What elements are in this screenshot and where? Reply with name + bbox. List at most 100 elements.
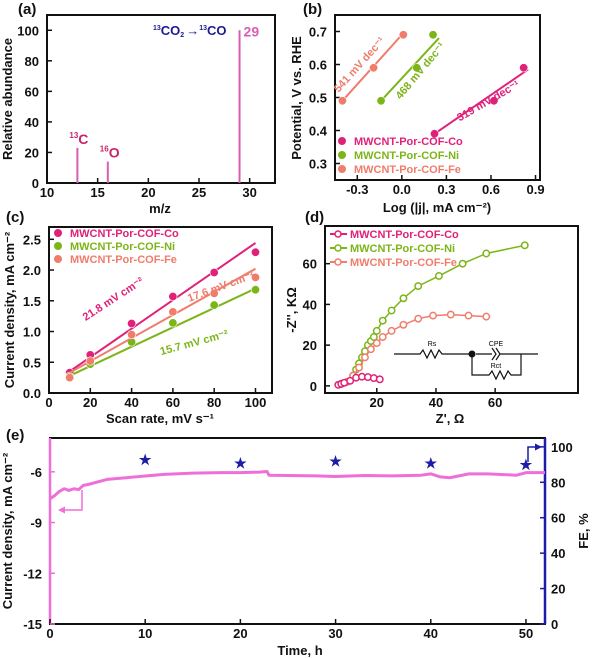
data-point xyxy=(446,310,455,319)
x-tick-label: 20 xyxy=(141,185,155,200)
legend-marker xyxy=(54,229,62,237)
legend-marker xyxy=(338,151,346,159)
legend-label: MWCNT-Por-COF-Fe xyxy=(354,164,461,176)
y-tick-label: 2.5 xyxy=(23,232,41,247)
data-point xyxy=(414,314,423,323)
data-point xyxy=(127,319,137,329)
x-tick-label: 0.6 xyxy=(482,182,500,197)
data-point xyxy=(85,356,95,366)
y-tick-label: -12 xyxy=(23,566,42,581)
x-tick-label: 60 xyxy=(488,395,502,410)
panel-label: (b) xyxy=(303,1,322,18)
x-tick-label: 100 xyxy=(245,395,267,410)
y2-tick-label: 40 xyxy=(551,546,565,561)
plot-frame xyxy=(324,225,579,394)
y-tick-label: 0.0 xyxy=(23,386,41,401)
x-tick-label: 15 xyxy=(90,185,104,200)
y-axis-label: Relative abundance xyxy=(0,38,15,160)
legend-label: MWCNT-Por-COF-Fe xyxy=(350,257,457,269)
legend-label: MWCNT-Por-COF-Ni xyxy=(354,150,459,162)
y2-axis-label: FE, % xyxy=(576,513,591,549)
y2-tick-label: 0 xyxy=(551,617,558,632)
data-point xyxy=(520,241,529,250)
current-density-line xyxy=(49,469,545,501)
data-point xyxy=(65,373,75,383)
y2-tick-label: 100 xyxy=(551,440,573,455)
x-tick-label: -0.3 xyxy=(346,182,368,197)
fe-star-marker: ★ xyxy=(139,451,152,467)
y-tick-label: 0.6 xyxy=(309,58,327,73)
fe-star-marker: ★ xyxy=(424,455,437,471)
data-point xyxy=(376,96,386,106)
circuit-node xyxy=(468,350,476,358)
slope-label: 468 mV dec⁻¹ xyxy=(394,40,448,102)
data-point xyxy=(127,330,137,340)
y2-tick-label: 20 xyxy=(551,582,565,597)
data-point xyxy=(378,316,387,325)
data-point xyxy=(458,259,467,268)
reaction-annotation: 13CO2 →13CO xyxy=(153,23,227,39)
data-point xyxy=(412,63,422,73)
y-tick-label: 100 xyxy=(17,23,39,38)
y-tick-label: 0.3 xyxy=(309,157,327,172)
data-point xyxy=(398,30,408,40)
y-tick-label: 80 xyxy=(25,54,39,69)
x-axis-label: m/z xyxy=(149,201,171,216)
data-point xyxy=(372,326,381,335)
panel-e: (e) 0 10 20 30 40 50 -15 -12 -9 -6 Time, h Current d… xyxy=(0,427,591,658)
panel-label: (e) xyxy=(6,427,24,444)
data-point xyxy=(372,339,381,348)
data-point xyxy=(250,285,260,295)
y-tick-label: 2.0 xyxy=(23,263,41,278)
y2-tick-label: 60 xyxy=(551,511,565,526)
x-axis-label: Z', Ω xyxy=(436,411,465,426)
x-axis-label: Time, h xyxy=(277,643,322,658)
y-tick-label: -6 xyxy=(30,465,42,480)
arrowhead-right xyxy=(535,443,542,451)
circuit-wires xyxy=(394,347,538,381)
x-tick-label: 0 xyxy=(45,395,52,410)
y-tick-label: -9 xyxy=(30,516,42,531)
rct-label: Rct xyxy=(491,363,502,370)
legend-marker xyxy=(334,230,342,238)
fit-line xyxy=(433,68,529,135)
peak-label: 13C xyxy=(69,131,88,147)
legend-marker xyxy=(54,242,62,250)
data-point xyxy=(337,96,347,106)
y-tick-label: 0.4 xyxy=(309,124,328,139)
data-point xyxy=(399,294,408,303)
data-point xyxy=(250,272,260,282)
data-point xyxy=(482,312,491,321)
y-axis-label: Current density, mA cm⁻² xyxy=(2,231,17,388)
y-tick-label: 0.5 xyxy=(23,355,41,370)
legend-marker xyxy=(334,244,342,252)
legend-label: MWCNT-Por-COF-Ni xyxy=(350,243,455,255)
x-tick-label: 20 xyxy=(370,395,384,410)
x-tick-label: 10 xyxy=(138,626,152,641)
data-point xyxy=(464,311,473,320)
y-tick-label: 60 xyxy=(25,84,39,99)
left-axis-arrow xyxy=(64,490,83,511)
data-point xyxy=(168,291,178,301)
data-point xyxy=(355,363,363,372)
peak-label: 29 xyxy=(244,23,260,39)
fe-star-marker: ★ xyxy=(520,457,533,473)
data-point xyxy=(387,306,396,315)
legend-label: MWCNT-Por-COF-Co xyxy=(70,228,179,240)
x-tick-label: 0.0 xyxy=(393,182,411,197)
data-point xyxy=(375,375,384,384)
panel-label: (a) xyxy=(18,1,36,18)
legend-label: MWCNT-Por-COF-Co xyxy=(354,136,463,148)
x-tick-label: 30 xyxy=(242,185,256,200)
y-tick-label: 20 xyxy=(25,145,39,160)
panel-a: (a) 10 15 20 25 30 0 20 40 60 80 100 m/z Relative abu… xyxy=(0,1,276,216)
data-point xyxy=(428,30,438,40)
y-tick-label: 40 xyxy=(25,115,39,130)
y-axis-label: Potential, V vs. RHE xyxy=(289,36,304,160)
data-point xyxy=(482,249,491,258)
data-point xyxy=(414,282,423,291)
y-tick-label: 0 xyxy=(310,379,317,394)
legend-marker xyxy=(54,255,62,263)
